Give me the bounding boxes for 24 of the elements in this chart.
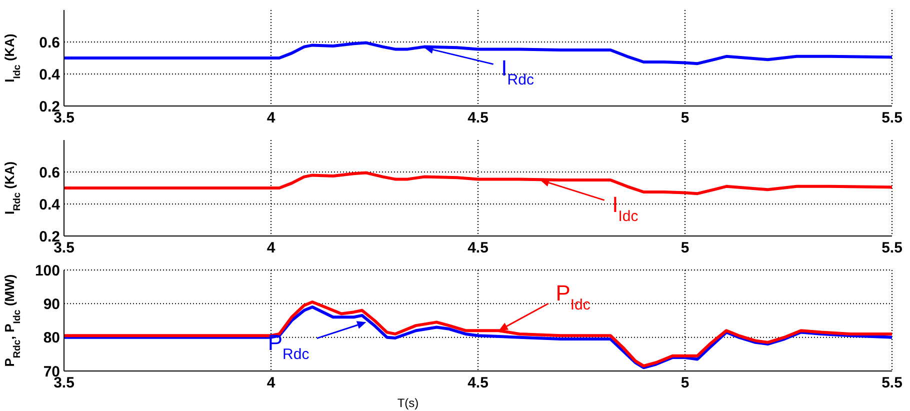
x-tick-label: 5.5	[882, 110, 902, 127]
x-tick-label: 4	[266, 374, 276, 392]
x-axis-title: T(s)	[397, 396, 419, 410]
y-tick-label: 0.6	[39, 34, 60, 52]
x-tick-label: 5.5	[882, 240, 902, 257]
annotation: I$_{Idc}$	[612, 192, 639, 224]
annotation: P$_{Idc}$	[556, 280, 591, 314]
y-tick-label: 90	[43, 296, 60, 313]
line-series	[64, 171, 892, 196]
x-tick-label: 4.5	[468, 374, 488, 392]
x-tick-label: 5.5	[882, 374, 902, 392]
x-tick-label: 5	[680, 110, 690, 127]
y-tick-label: 80	[43, 330, 60, 347]
x-tick-label: 4	[266, 110, 276, 127]
x-tick-label: 5	[680, 374, 690, 392]
y-tick-label: 100	[34, 262, 60, 280]
x-tick-label: 4.5	[468, 240, 488, 257]
y-tick-label: 0.4	[39, 66, 61, 84]
y-tick-label: 0.4	[39, 196, 61, 214]
y-tick-label: 0.6	[39, 164, 60, 182]
x-tick-label: 4.5	[468, 110, 488, 127]
x-tick-label: 4	[266, 240, 276, 257]
annotation: I$_{Rdc}$	[501, 56, 534, 88]
x-tick-label: 5	[680, 240, 690, 257]
